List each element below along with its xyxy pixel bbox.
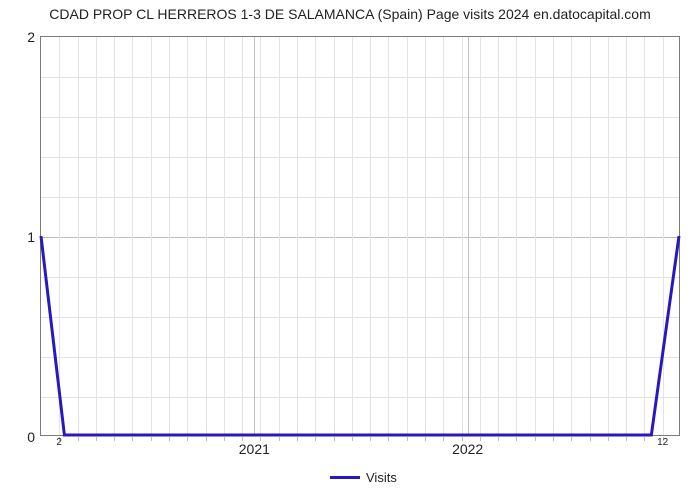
legend-label: Visits	[366, 470, 397, 485]
x-minor-tick	[443, 437, 444, 441]
x-minor-tick	[644, 437, 645, 441]
plot-area: 012120212022212	[40, 36, 680, 436]
x-minor-tick	[224, 437, 225, 441]
x-minor-tick	[571, 437, 572, 441]
x-minor-tick	[206, 437, 207, 441]
x-minor-tick	[352, 437, 353, 441]
x-minor-tick	[78, 437, 79, 441]
x-minor-tick	[535, 437, 536, 441]
x-tick-label: 2021	[239, 435, 270, 457]
x-minor-tick	[388, 437, 389, 441]
x-minor-tick	[407, 437, 408, 441]
x-minor-tick	[151, 437, 152, 441]
y-tick-label: 0	[27, 429, 41, 445]
x-minor-tick	[608, 437, 609, 441]
x-minor-tick	[334, 437, 335, 441]
x-minor-tick	[114, 437, 115, 441]
x-tick-label: 2022	[452, 435, 483, 457]
x-minor-label: 12	[657, 435, 668, 448]
x-minor-tick	[169, 437, 170, 441]
x-minor-tick	[553, 437, 554, 441]
x-minor-tick	[297, 437, 298, 441]
x-minor-tick	[626, 437, 627, 441]
x-minor-tick	[516, 437, 517, 441]
legend-swatch	[330, 476, 360, 479]
series-line	[41, 37, 679, 435]
y-tick-label: 1	[27, 229, 41, 245]
y-tick-label: 2	[27, 29, 41, 45]
x-minor-tick	[315, 437, 316, 441]
legend: Visits	[330, 470, 397, 485]
x-minor-tick	[96, 437, 97, 441]
x-minor-tick	[498, 437, 499, 441]
x-minor-label: 2	[56, 435, 62, 448]
x-minor-tick	[187, 437, 188, 441]
chart-container: CDAD PROP CL HERREROS 1-3 DE SALAMANCA (…	[0, 0, 700, 500]
x-minor-tick	[370, 437, 371, 441]
x-minor-tick	[132, 437, 133, 441]
x-minor-tick	[425, 437, 426, 441]
chart-title: CDAD PROP CL HERREROS 1-3 DE SALAMANCA (…	[0, 6, 700, 22]
x-minor-tick	[590, 437, 591, 441]
x-minor-tick	[279, 437, 280, 441]
